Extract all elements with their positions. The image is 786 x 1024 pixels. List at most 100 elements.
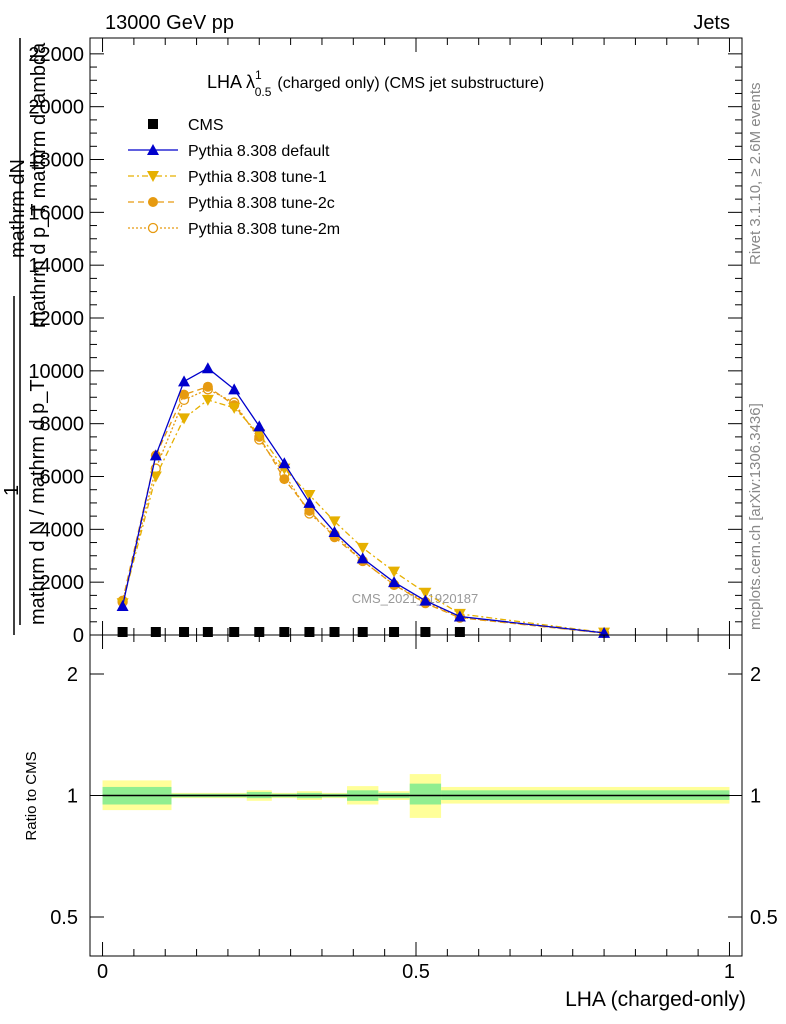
ylabel-top: mathrm dN xyxy=(7,159,29,258)
y-tick-label: 16000 xyxy=(28,202,84,224)
ratio-band-inner xyxy=(409,783,442,805)
data-point-default xyxy=(356,552,369,564)
legend-item-tune2m: Pythia 8.308 tune-2m xyxy=(128,221,340,238)
rivet-label: Rivet 3.1.10, ≥ 2.6M events xyxy=(747,83,764,266)
ylabel-bottom: mathrm d N / mathrm d p_T xyxy=(27,379,49,625)
data-point-default xyxy=(388,576,401,588)
data-point-cms xyxy=(254,627,265,637)
main-panel: 0 2000 4000 6000 8000 10000 12000 14000 16000 180… xyxy=(1,37,743,647)
y-tick-label: 6000 xyxy=(40,467,85,489)
chart-title: LHA λ1 0.5 (charged only) (CMS jet substru… xyxy=(207,68,544,99)
data-point-default xyxy=(228,383,241,395)
legend-item-tune2c: Pythia 8.308 tune-2c xyxy=(128,195,335,212)
data-point-cms xyxy=(389,627,400,637)
legend-marker xyxy=(148,197,158,207)
legend-label: CMS xyxy=(188,117,224,134)
data-point-default xyxy=(303,496,316,508)
legend-marker xyxy=(147,171,159,182)
x-axis-label: LHA (charged-only) xyxy=(565,988,746,1011)
header-right: Jets xyxy=(693,12,730,34)
ratio-y-axis: 0.5 0.5 1 1 2 2 xyxy=(50,664,778,929)
title-sub: 0.5 xyxy=(255,85,272,99)
data-point-tune1 xyxy=(419,587,432,599)
data-point-cms xyxy=(329,627,340,637)
ratio-y-tick-label: 1 xyxy=(67,786,78,808)
data-point-tune1 xyxy=(253,429,266,441)
legend: CMS Pythia 8.308 default Pythia 8.308 tune… xyxy=(128,117,340,238)
legend-marker xyxy=(147,222,159,234)
ratio-y-label: Ratio to CMS xyxy=(23,751,40,840)
title-rest: (charged only) (CMS jet substructure) xyxy=(277,75,544,92)
watermark: CMS_2021_I1920187 xyxy=(352,591,479,606)
data-point-cms xyxy=(454,627,465,637)
ylabel-top2: mathrm d p_T mathrm d lambda xyxy=(28,42,50,328)
ratio-y-tick-label: 2 xyxy=(67,664,78,686)
ratio-panel: 0.5 0.5 1 1 2 2 0 0.5 1 Ratio to CMS LHA (charg… xyxy=(23,634,778,1011)
data-point-cms xyxy=(179,627,190,637)
data-point-default xyxy=(116,599,129,611)
data-point-cms xyxy=(420,627,431,637)
y-tick-label: 8000 xyxy=(40,414,85,436)
data-point-cms xyxy=(279,627,290,637)
data-point-default xyxy=(149,449,162,461)
legend-item-tune1: Pythia 8.308 tune-1 xyxy=(128,169,327,186)
ratio-y-tick-label-right: 0.5 xyxy=(750,907,778,929)
ratio-x-axis: 0 0.5 1 xyxy=(97,635,735,983)
y-tick-label: 12000 xyxy=(28,308,84,330)
header-left: 13000 GeV pp xyxy=(105,12,234,34)
data-point-default xyxy=(253,420,266,432)
y-tick-label: 20000 xyxy=(28,97,84,119)
series-cms xyxy=(117,627,465,637)
data-point-tune2c xyxy=(202,381,213,392)
legend-marker xyxy=(147,144,159,155)
title-sup: 1 xyxy=(255,68,262,82)
data-point-default xyxy=(178,375,191,387)
mcplots-label: mcplots.cern.ch [arXiv:1306.3436] xyxy=(747,403,764,630)
data-point-default xyxy=(328,525,341,537)
data-point-tune1 xyxy=(178,413,191,425)
data-point-tune2c xyxy=(304,505,315,516)
data-point-default xyxy=(201,362,214,374)
legend-item-cms: CMS xyxy=(148,117,224,134)
x-tick-label: 0.5 xyxy=(402,961,430,983)
series-line-default xyxy=(121,367,605,634)
y-tick-label: 4000 xyxy=(40,519,85,541)
legend-label: Pythia 8.308 tune-1 xyxy=(188,169,327,186)
data-point-tune1 xyxy=(228,402,241,414)
legend-label: Pythia 8.308 default xyxy=(188,143,330,160)
data-point-cms xyxy=(304,627,315,637)
data-point-tune2c xyxy=(179,389,190,400)
y-tick-label: 10000 xyxy=(28,361,84,383)
legend-marker xyxy=(148,119,158,129)
y-tick-label: 2000 xyxy=(40,572,85,594)
data-point-default xyxy=(419,594,432,606)
ratio-y-tick-label-right: 1 xyxy=(750,786,761,808)
data-point-tune1 xyxy=(201,394,214,406)
x-tick-label: 0 xyxy=(97,961,108,983)
data-point-tune1 xyxy=(388,566,401,578)
data-point-tune1 xyxy=(356,542,369,554)
data-point-cms xyxy=(150,627,161,637)
ratio-y-tick-label-right: 2 xyxy=(750,664,761,686)
ratio-y-tick-label: 0.5 xyxy=(50,907,78,929)
data-point-tune1 xyxy=(303,489,316,501)
legend-label: Pythia 8.308 tune-2m xyxy=(188,221,340,238)
y-tick-label: 0 xyxy=(73,625,84,647)
y-tick-label: 22000 xyxy=(28,44,84,66)
data-point-default xyxy=(278,457,291,469)
data-point-tune2c xyxy=(279,474,290,485)
title-main: LHA λ xyxy=(207,72,255,92)
main-y-label: mathrm dN mathrm d p_T mathrm d lambda 1… xyxy=(1,38,50,635)
data-point-cms xyxy=(229,627,240,637)
data-point-tune1 xyxy=(328,516,341,528)
legend-label: Pythia 8.308 tune-2c xyxy=(188,195,335,212)
data-point-default xyxy=(453,610,466,622)
data-point-cms xyxy=(117,627,128,637)
data-point-cms xyxy=(357,627,368,637)
data-point-tune1 xyxy=(149,471,162,483)
y-tick-label: 18000 xyxy=(28,150,84,172)
legend-item-default: Pythia 8.308 default xyxy=(128,143,330,160)
ylabel-one: 1 xyxy=(1,485,23,496)
main-y-axis: 0 2000 4000 6000 8000 10000 12000 14000 16000 180… xyxy=(28,44,742,647)
